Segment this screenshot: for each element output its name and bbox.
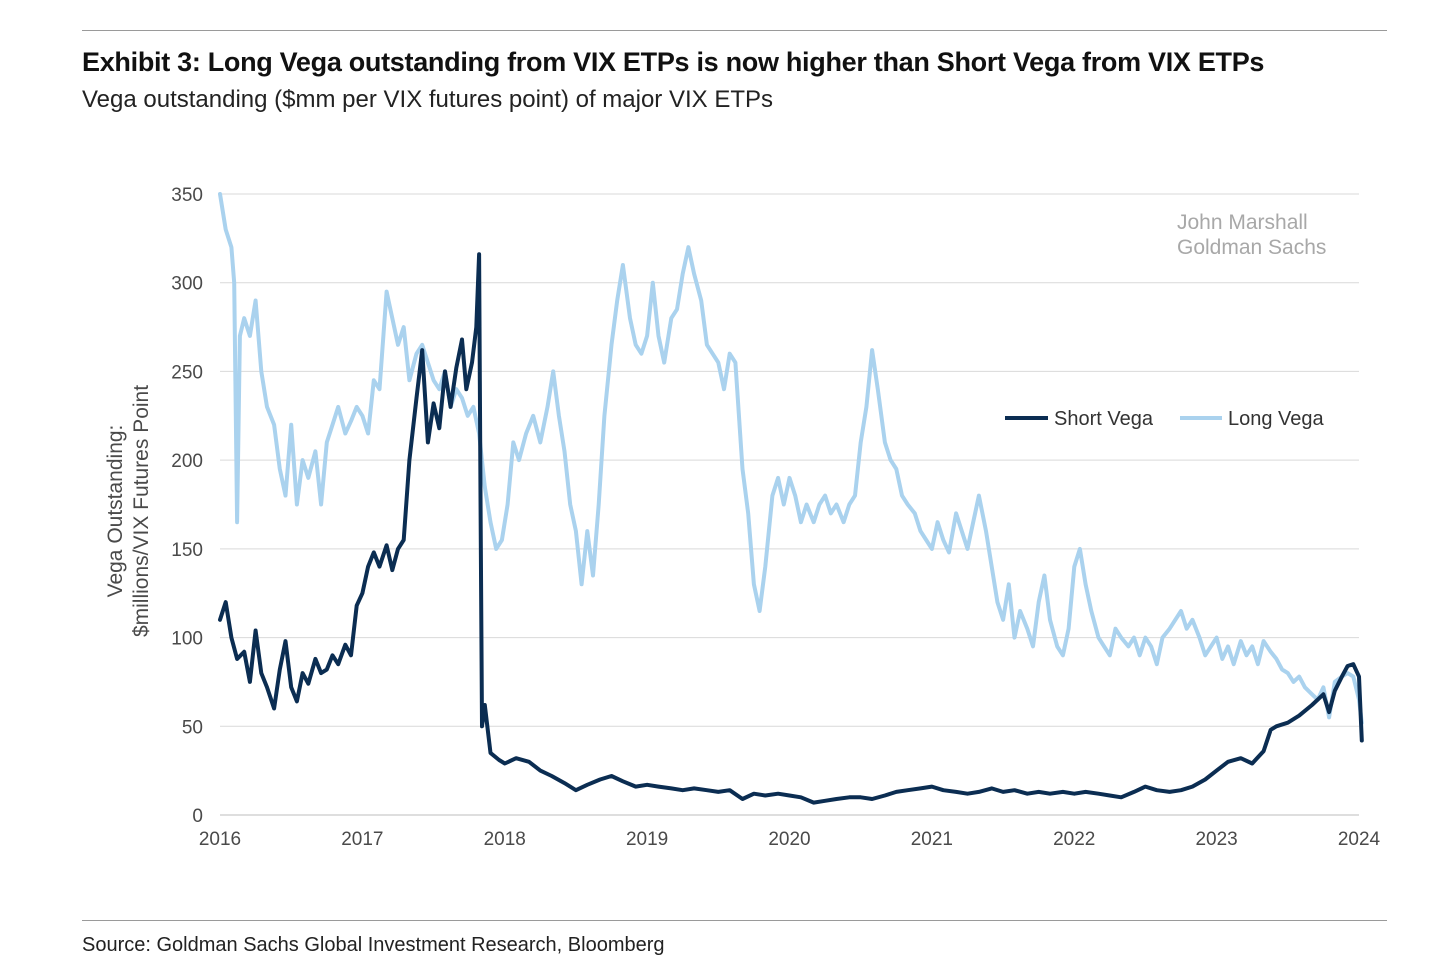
series-lines (218, 192, 1364, 805)
x-axis-ticks: 2016 2017 2018 2019 2020 2021 2022 2023 2024 (199, 829, 1381, 850)
y-axis-ticks: 0 50 100 150 200 250 300 350 (171, 185, 203, 827)
y-axis-title-line: $millions/VIX Futures Point (130, 385, 153, 637)
annotation-line: John Marshall (1177, 211, 1308, 234)
chart-title: Exhibit 3: Long Vega outstanding from VI… (82, 47, 1265, 77)
x-tick-label: 2022 (1053, 829, 1095, 850)
x-tick-label: 2023 (1195, 829, 1237, 850)
x-tick-label: 2024 (1338, 829, 1381, 850)
chart-subtitle: Vega outstanding ($mm per VIX futures po… (82, 86, 773, 113)
y-tick-label: 300 (171, 274, 203, 295)
series-line-short-vega (218, 252, 1364, 805)
source-note: Source: Goldman Sachs Global Investment … (82, 934, 665, 956)
y-axis-title-line: Vega Outstanding: (104, 425, 127, 598)
y-tick-label: 0 (192, 806, 203, 827)
x-tick-label: 2021 (911, 829, 953, 850)
x-tick-label: 2018 (484, 829, 526, 850)
x-tick-label: 2017 (341, 829, 383, 850)
series-line-long-vega (218, 192, 1364, 725)
x-tick-label: 2020 (768, 829, 810, 850)
bottom-rule (82, 920, 1387, 921)
y-axis-title: Vega Outstanding: $millions/VIX Futures P… (104, 385, 153, 637)
top-rule (82, 30, 1387, 31)
y-tick-label: 50 (182, 717, 203, 738)
x-tick-label: 2016 (199, 829, 241, 850)
legend-label-short-vega: Short Vega (1054, 408, 1154, 430)
y-tick-label: 200 (171, 451, 203, 472)
gridlines (220, 193, 1359, 816)
y-tick-label: 250 (171, 362, 203, 383)
legend-label-long-vega: Long Vega (1228, 408, 1325, 430)
annotation-line: Goldman Sachs (1177, 236, 1326, 259)
x-tick-label: 2019 (626, 829, 668, 850)
y-axis-label: Vega Outstanding: $millions/VIX Futures P… (104, 385, 153, 637)
y-tick-label: 100 (171, 629, 203, 650)
y-tick-label: 350 (171, 185, 203, 206)
legend: Short Vega Long Vega (1005, 408, 1325, 430)
y-tick-label: 150 (171, 540, 203, 561)
